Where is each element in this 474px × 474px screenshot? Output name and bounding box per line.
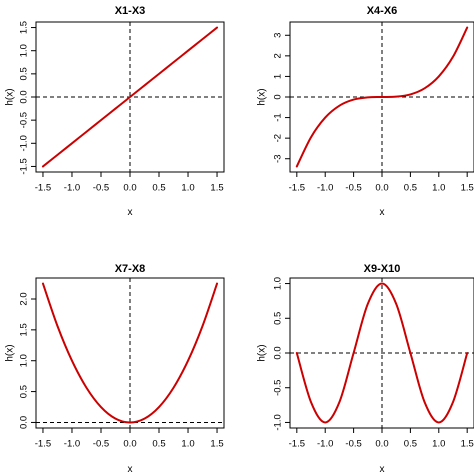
y-tick-label: -0.5 bbox=[273, 380, 284, 396]
x-tick-label: -1.5 bbox=[35, 183, 51, 194]
x-tick-label: 1.5 bbox=[461, 439, 474, 450]
y-tick-label: -1.5 bbox=[19, 158, 30, 174]
y-tick-label: 1.5 bbox=[19, 323, 30, 336]
x-tick-label: -0.5 bbox=[93, 183, 109, 194]
series-line bbox=[41, 26, 219, 168]
panel-3: X7-X8 x h(x) -1.5 -1.0 -0.5 0.0 0.5 1.0 1.5 0.0 0.5… bbox=[5, 263, 225, 474]
y-tick-label: 3 bbox=[273, 33, 284, 38]
y-tick-label: 1.0 bbox=[273, 277, 284, 290]
y-axis-label: h(x) bbox=[257, 344, 268, 361]
x-tick-label: 1.0 bbox=[432, 183, 445, 194]
x-axis-label: x bbox=[128, 464, 133, 474]
x-tick-label: 0.0 bbox=[375, 439, 388, 450]
y-tick-label: 0 bbox=[273, 94, 284, 99]
y-tick-label: -3 bbox=[273, 155, 284, 163]
x-axis-label: x bbox=[380, 207, 385, 218]
panel-4: X9-X10 x h(x) -1.5 -1.0 -0.5 0.0 0.5 1.0 1.5 -1.0 -… bbox=[257, 263, 474, 474]
y-tick-label: 1 bbox=[273, 74, 284, 79]
chart-title: X7-X8 bbox=[115, 263, 146, 275]
y-tick-label: 2.0 bbox=[19, 292, 30, 305]
y-tick-label: 1.0 bbox=[19, 354, 30, 367]
x-tick-label: -1.5 bbox=[35, 439, 51, 450]
y-tick-label: 0.5 bbox=[19, 385, 30, 398]
x-axis-label: x bbox=[128, 207, 133, 218]
x-tick-label: 0.0 bbox=[123, 183, 136, 194]
y-tick-label: 0.0 bbox=[19, 416, 30, 429]
x-tick-label: 1.5 bbox=[461, 183, 474, 194]
x-tick-label: 0.5 bbox=[152, 439, 165, 450]
y-tick-label: 0.0 bbox=[19, 90, 30, 103]
y-tick-label: -2 bbox=[273, 134, 284, 142]
panel-2: X4-X6 x h(x) -1.5 -1.0 -0.5 0.0 0.5 1.0 1.5 -3 -2 -1… bbox=[257, 5, 474, 218]
y-axis-label: h(x) bbox=[257, 88, 268, 105]
x-tick-label: 1.0 bbox=[181, 183, 194, 194]
x-tick-label: 0.5 bbox=[404, 183, 417, 194]
x-tick-label: 1.0 bbox=[432, 439, 445, 450]
series-line bbox=[295, 26, 469, 168]
x-tick-label: 0.0 bbox=[375, 183, 388, 194]
y-tick-label: -1.0 bbox=[19, 135, 30, 151]
y-tick-label: -1 bbox=[273, 113, 284, 121]
series-line bbox=[41, 282, 219, 424]
y-tick-label: 0.5 bbox=[19, 67, 30, 80]
x-tick-label: -0.5 bbox=[345, 439, 361, 450]
y-tick-label: -1.0 bbox=[273, 414, 284, 430]
y-tick-label: 2 bbox=[273, 53, 284, 58]
x-tick-label: 0.0 bbox=[123, 439, 136, 450]
x-tick-label: 0.5 bbox=[404, 439, 417, 450]
x-tick-label: -0.5 bbox=[93, 439, 109, 450]
series-line bbox=[295, 282, 469, 424]
y-tick-label: 0.0 bbox=[273, 346, 284, 359]
x-tick-label: 1.5 bbox=[210, 439, 223, 450]
chart-title: X1-X3 bbox=[115, 5, 146, 17]
x-tick-label: -1.5 bbox=[289, 439, 305, 450]
x-tick-label: -1.5 bbox=[289, 183, 305, 194]
y-tick-label: -0.5 bbox=[19, 112, 30, 128]
x-tick-label: 0.5 bbox=[152, 183, 165, 194]
y-axis-label: h(x) bbox=[5, 344, 16, 361]
x-tick-label: -1.0 bbox=[317, 183, 333, 194]
y-tick-label: 0.5 bbox=[273, 312, 284, 325]
chart-title: X9-X10 bbox=[364, 263, 401, 275]
x-tick-label: -1.0 bbox=[64, 183, 80, 194]
x-tick-label: -1.0 bbox=[64, 439, 80, 450]
x-tick-label: 1.0 bbox=[181, 439, 194, 450]
y-axis-label: h(x) bbox=[5, 88, 16, 105]
y-tick-label: 1.5 bbox=[19, 21, 30, 34]
chart-title: X4-X6 bbox=[367, 5, 398, 17]
y-tick-label: 1.0 bbox=[19, 44, 30, 57]
x-axis-label: x bbox=[380, 464, 385, 474]
panel-1: X1-X3 x h(x) -1.5 -1.0 -0.5 0.0 0.5 1.0 1.5 -1.5 -1… bbox=[5, 5, 225, 218]
x-tick-label: -0.5 bbox=[345, 183, 361, 194]
x-tick-label: -1.0 bbox=[317, 439, 333, 450]
x-tick-label: 1.5 bbox=[210, 183, 223, 194]
